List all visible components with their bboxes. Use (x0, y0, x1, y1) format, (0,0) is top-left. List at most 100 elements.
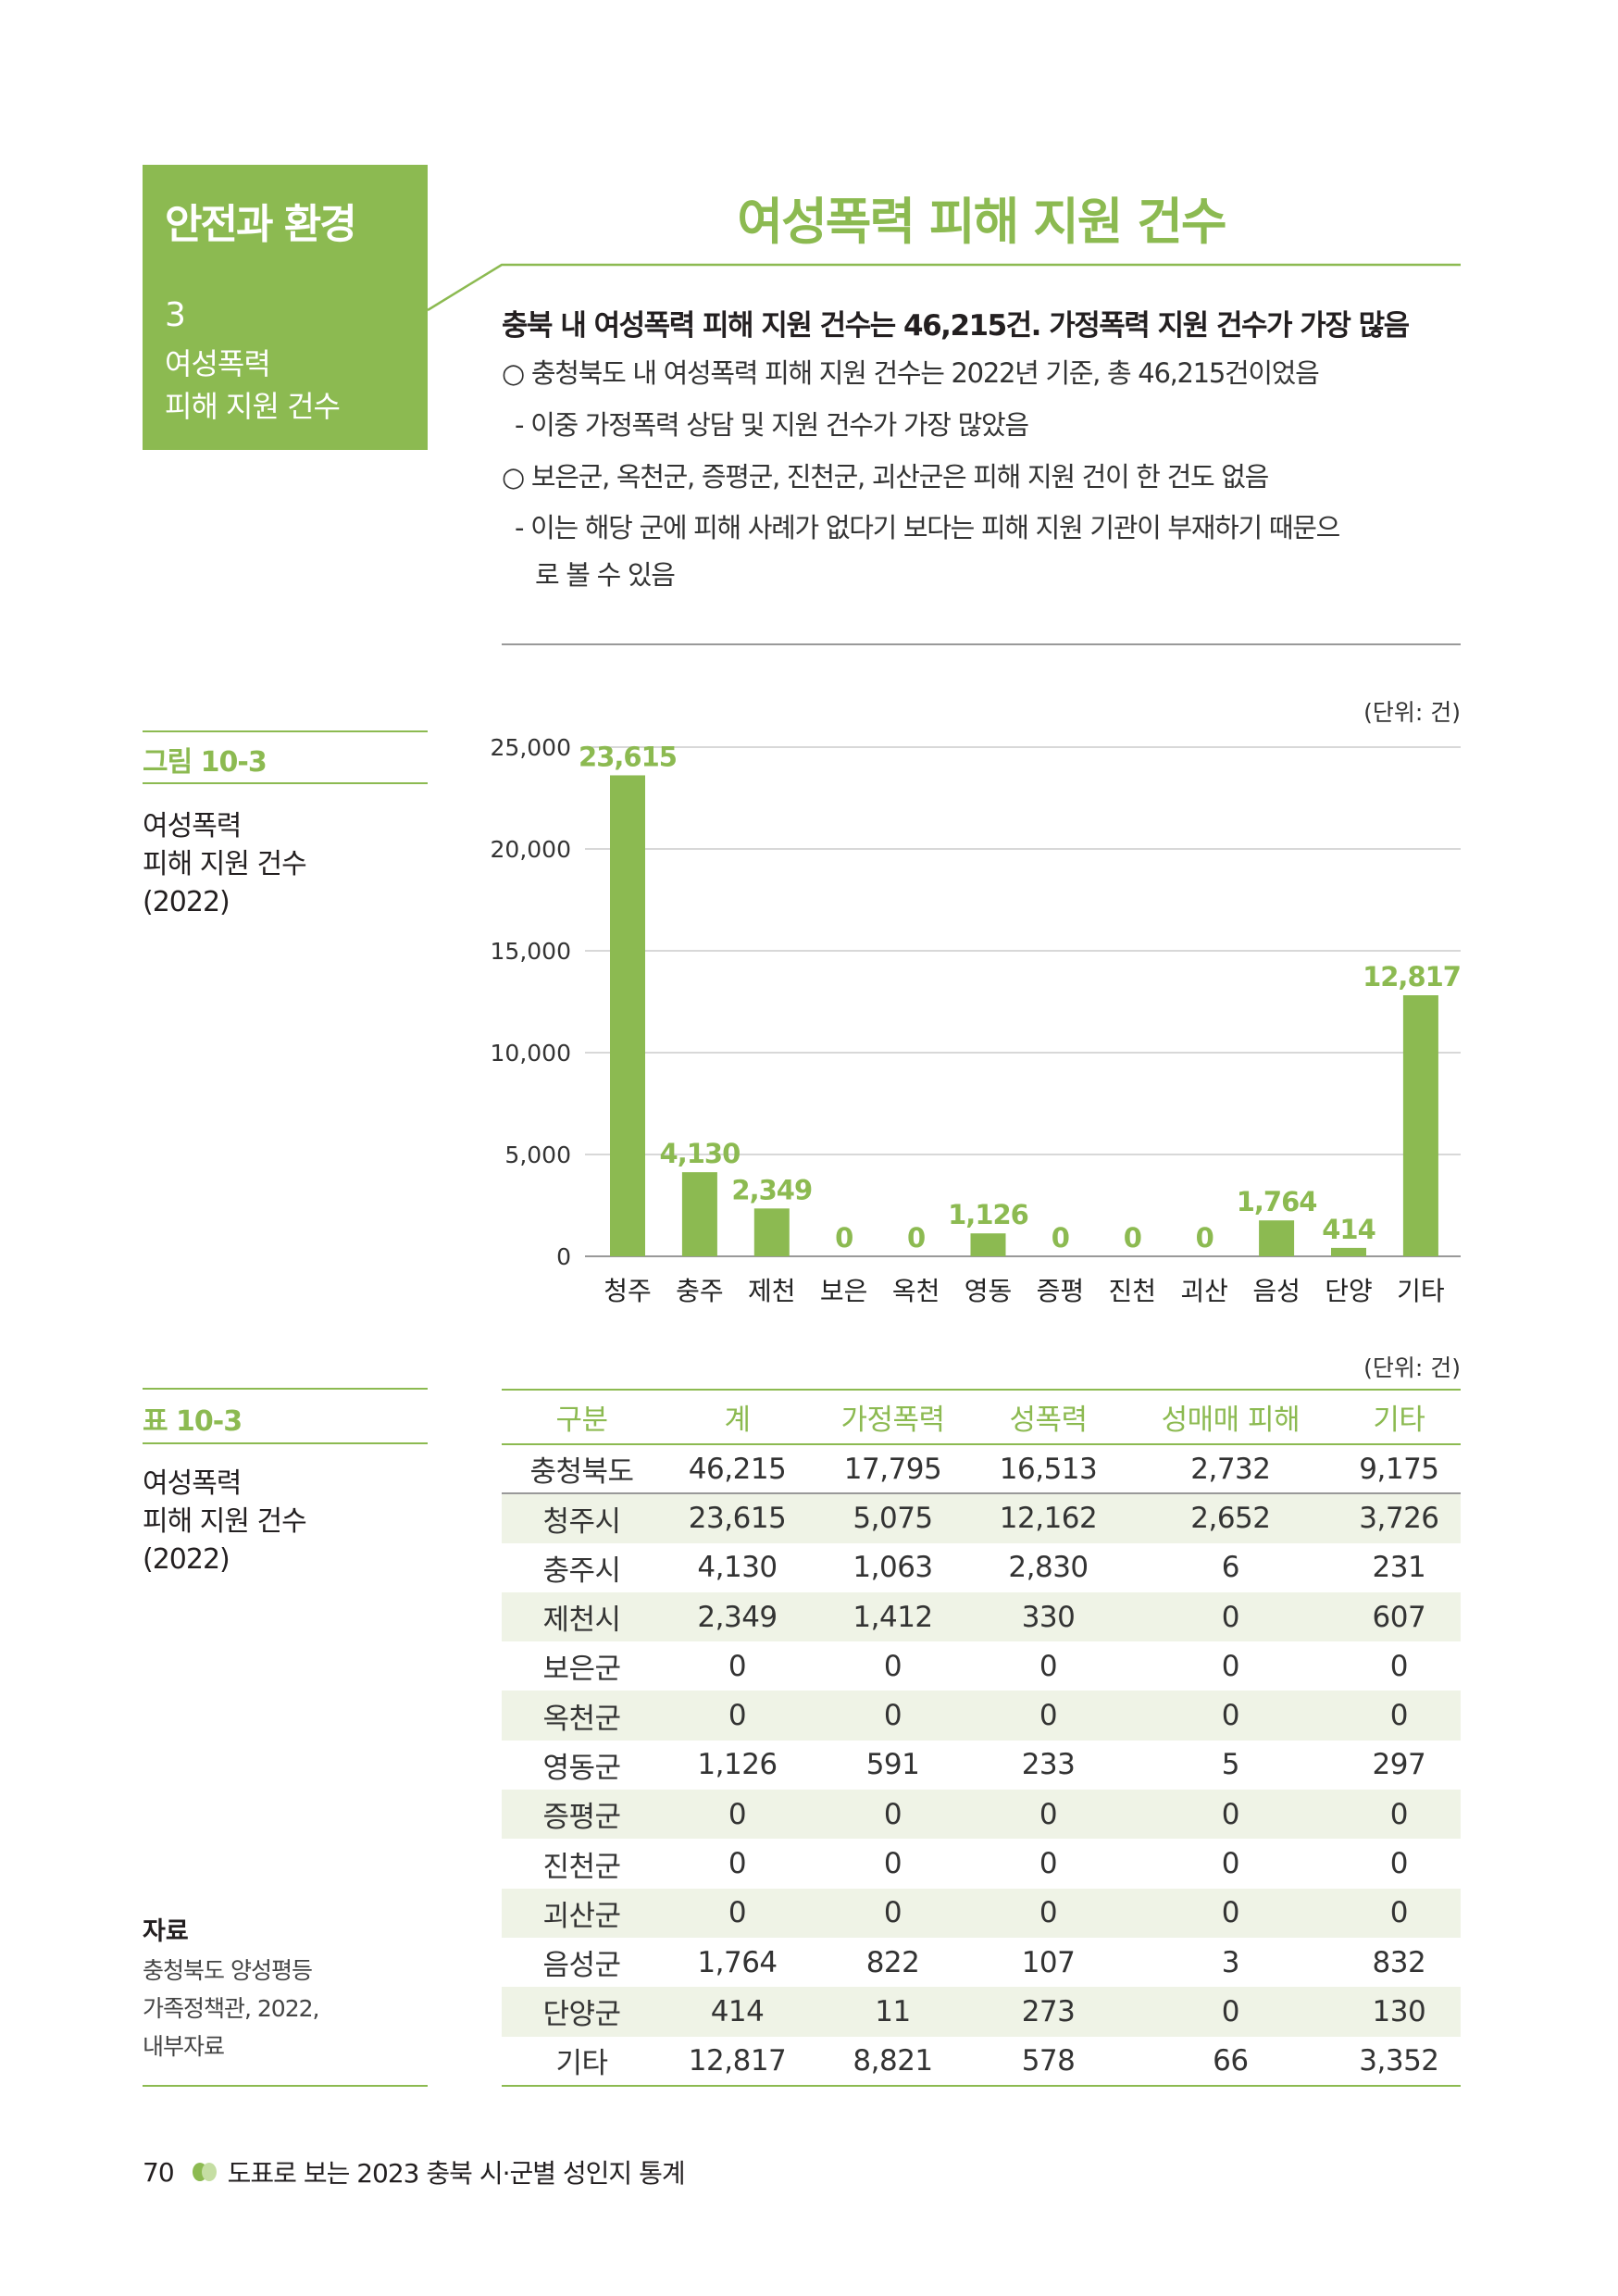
y-tick-label: 15,000 (491, 938, 571, 965)
table-cell: 0 (1123, 1591, 1338, 1642)
table-cell: 0 (883, 1649, 902, 1683)
bar (1259, 1220, 1295, 1256)
table-cell: 5 (1221, 1748, 1240, 1782)
table-cell: 0 (1123, 1790, 1338, 1840)
sub-bullet: - 이중 가정폭력 상담 및 지원 건수가 가장 많았음 (515, 409, 1029, 441)
table-cell: 0 (973, 1790, 1124, 1840)
bar (610, 775, 645, 1256)
row-label: 보은군 (542, 1653, 622, 1687)
data-label: 1,126 (948, 1199, 1028, 1230)
y-tick-label: 0 (556, 1243, 571, 1270)
figure-caption: 그림 10-3 (143, 746, 268, 779)
divider (143, 730, 428, 732)
table-cell: 832 (1372, 1945, 1426, 1979)
bar (681, 1172, 717, 1256)
headline: 충북 내 여성폭력 피해 지원 건수는 46,215건. 가정폭력 지원 건수가… (502, 309, 1410, 343)
table-cell: 1,764 (697, 1945, 778, 1979)
table-cell: 1,063 (853, 1551, 933, 1585)
table-cell: 607 (1337, 1591, 1461, 1642)
y-tick-label: 10,000 (491, 1040, 571, 1067)
divider (143, 782, 428, 784)
table-cell: 0 (812, 1888, 974, 1938)
row-label: 단양군 (502, 1987, 663, 2037)
x-tick-label: 기타 (1397, 1276, 1445, 1306)
x-tick-label: 청주 (604, 1276, 652, 1306)
table-row: 증평군 0 0 0 0 0 (502, 1790, 1461, 1840)
row-label: 충주시 (542, 1554, 622, 1588)
table-cell: 0 (662, 1691, 813, 1741)
table-unit: (단위: 건) (1363, 1354, 1461, 1381)
table-cell: 273 (973, 1987, 1124, 2037)
source-label: 자료 (143, 1917, 189, 1946)
row-label: 청주시 (502, 1493, 663, 1543)
table-cell: 3,352 (1337, 2036, 1461, 2087)
x-tick-label: 제천 (748, 1276, 796, 1306)
table-cell: 130 (1337, 1987, 1461, 2037)
table-cell: 107 (1021, 1945, 1076, 1979)
footer: 70 도표로 보는 2023 충북 시·군별 성인지 통계 (143, 2153, 686, 2190)
table-cell: 0 (973, 1691, 1124, 1741)
table-row: 영동군 1,126 591 233 5 297 (502, 1741, 1461, 1790)
column-header: 가정폭력 (812, 1389, 974, 1445)
data-label: 2,349 (731, 1174, 812, 1205)
table-cell: 578 (973, 2036, 1124, 2087)
table-cell: 0 (1337, 1691, 1461, 1741)
data-label: 0 (907, 1222, 925, 1254)
column-header: 기타 (1337, 1389, 1461, 1445)
column-header: 성매매 피해 (1123, 1389, 1338, 1445)
table-cell: 2,652 (1123, 1493, 1338, 1543)
table-cell: 0 (662, 1888, 813, 1938)
divider (502, 643, 1461, 645)
row-label: 제천시 (502, 1591, 663, 1642)
table-cell: 0 (728, 1847, 747, 1881)
table-row: 기타 12,817 8,821 578 66 3,352 (502, 2036, 1461, 2087)
data-label: 0 (1196, 1222, 1214, 1254)
footer-dots-icon (192, 2163, 217, 2181)
table-cell: 2,349 (662, 1591, 813, 1642)
section-box: 안전과 환경 3 여성폭력 피해 지원 건수 (143, 165, 428, 450)
table-cell: 233 (1021, 1748, 1076, 1782)
source-text: 충청북도 양성평등 가족정책관, 2022, 내부자료 (143, 1957, 319, 2060)
table-cell: 0 (1389, 1847, 1409, 1881)
table-row: 괴산군 0 0 0 0 0 (502, 1888, 1461, 1938)
table-cell: 2,732 (1123, 1444, 1338, 1495)
table-cell: 297 (1372, 1748, 1426, 1782)
bar (1331, 1247, 1366, 1256)
table-cell: 5,075 (812, 1493, 974, 1543)
data-label: 12,817 (1363, 961, 1461, 992)
table-cell: 0 (1123, 1987, 1338, 2037)
data-label: 0 (835, 1222, 853, 1254)
table-cell: 0 (1123, 1691, 1338, 1741)
table-row: 진천군 0 0 0 0 0 (502, 1839, 1461, 1888)
row-label: 괴산군 (502, 1888, 663, 1938)
table-row: 보은군 0 0 0 0 0 (502, 1641, 1461, 1691)
row-label: 영동군 (542, 1751, 622, 1785)
data-label: 23,615 (579, 741, 677, 772)
data-table: 구분 계 가정폭력 성폭력 성매매 피해 기타 충청북도 46,215 17,795 16,513… (502, 1389, 1461, 2087)
table-cell: 0 (812, 1691, 974, 1741)
table-cell: 2,830 (1008, 1551, 1089, 1585)
page-title: 여성폭력 피해 지원 건수 (737, 193, 1226, 251)
data-label: 414 (1322, 1214, 1375, 1245)
table-cell: 0 (1221, 1847, 1240, 1881)
y-tick-label: 25,000 (491, 734, 571, 761)
divider (143, 1442, 428, 1444)
section-number: 3 (165, 296, 186, 334)
table-cell: 0 (662, 1790, 813, 1840)
table-cell: 0 (1337, 1790, 1461, 1840)
table-description: 여성폭력 피해 지원 건수 (2022) (143, 1467, 307, 1576)
table-cell: 4,130 (697, 1551, 778, 1585)
bar (1402, 995, 1438, 1256)
x-tick-label: 보은 (820, 1276, 868, 1306)
x-tick-label: 옥천 (892, 1276, 940, 1306)
sub-bullet-cont: 로 볼 수 있음 (535, 559, 676, 591)
x-tick-label: 충주 (676, 1276, 724, 1306)
table-cell: 1,126 (697, 1748, 778, 1782)
table-cell: 330 (973, 1591, 1124, 1642)
table-cell: 0 (728, 1649, 747, 1683)
table-row: 충청북도 46,215 17,795 16,513 2,732 9,175 (502, 1444, 1461, 1495)
row-label: 진천군 (542, 1850, 622, 1884)
table-cell: 591 (865, 1748, 920, 1782)
table-cell: 0 (973, 1888, 1124, 1938)
table-cell: 8,821 (812, 2036, 974, 2087)
